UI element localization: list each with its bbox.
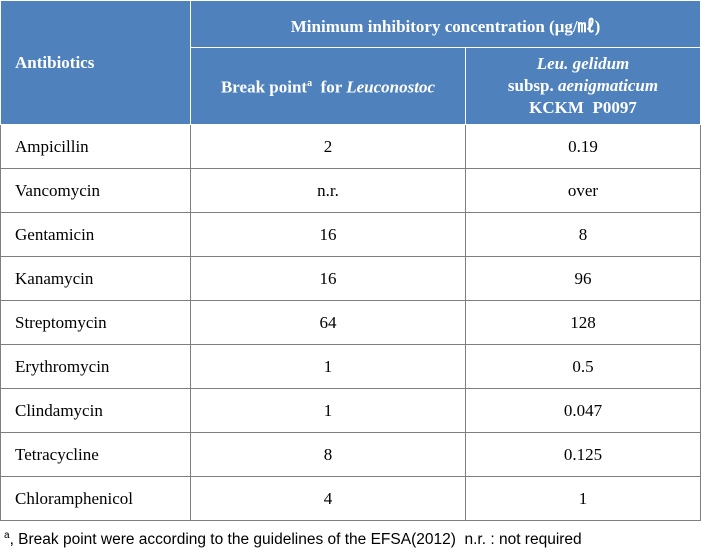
footnote-text: , Break point were according to the guid… xyxy=(9,531,582,549)
table-row: Chloramphenicol 4 1 xyxy=(0,476,701,521)
header-strain: Leu. gelidum subsp. aenigmaticum KCKM P009… xyxy=(465,47,701,125)
footnote: a, Break point were according to the gui… xyxy=(4,530,582,549)
bp-for: for xyxy=(320,77,342,97)
mic-value: 0.19 xyxy=(465,124,701,169)
break-point-value: 8 xyxy=(190,432,466,477)
mic-value: 0.5 xyxy=(465,344,701,389)
mic-value: 0.047 xyxy=(465,388,701,433)
antibiotic-name: Erythromycin xyxy=(0,344,191,389)
break-point-value: 16 xyxy=(190,256,466,301)
break-point-value: 16 xyxy=(190,212,466,257)
strain-species: Leu. gelidum xyxy=(536,54,630,73)
table-row: Gentamicin 16 8 xyxy=(0,212,701,257)
mic-value: 8 xyxy=(465,212,701,257)
bp-genus: Leuconostoc xyxy=(346,77,436,97)
antibiotic-name: Chloramphenicol xyxy=(0,476,191,521)
table-row: Clindamycin 1 0.047 xyxy=(0,388,701,433)
mic-value: 96 xyxy=(465,256,701,301)
footnote-sup: a xyxy=(4,530,10,541)
mic-table: Antibiotics Minimum inhibitory concentra… xyxy=(0,0,701,521)
antibiotic-name: Gentamicin xyxy=(0,212,191,257)
break-point-value: 1 xyxy=(190,388,466,433)
break-point-value: 1 xyxy=(190,344,466,389)
mic-value: over xyxy=(465,168,701,213)
bp-text: Break point xyxy=(220,77,308,97)
break-point-value: 2 xyxy=(190,124,466,169)
break-point-value: 64 xyxy=(190,300,466,345)
table-row: Ampicillin 2 0.19 xyxy=(0,124,701,169)
strain-subsp: subsp. xyxy=(507,76,554,95)
bp-sup: a xyxy=(307,78,313,90)
header-antibiotics: Antibiotics xyxy=(0,0,191,125)
mic-value: 128 xyxy=(465,300,701,345)
header-break-point: Break pointa for Leuconostoc xyxy=(190,47,466,125)
antibiotic-name: Streptomycin xyxy=(0,300,191,345)
mic-value: 0.125 xyxy=(465,432,701,477)
mic-value: 1 xyxy=(465,476,701,521)
table-row: Tetracycline 8 0.125 xyxy=(0,432,701,477)
break-point-value: 4 xyxy=(190,476,466,521)
antibiotic-name: Ampicillin xyxy=(0,124,191,169)
antibiotic-name: Tetracycline xyxy=(0,432,191,477)
table-row: Kanamycin 16 96 xyxy=(0,256,701,301)
strain-id: KCKM P0097 xyxy=(529,98,637,117)
antibiotic-name: Clindamycin xyxy=(0,388,191,433)
antibiotic-name: Vancomycin xyxy=(0,168,191,213)
table-row: Erythromycin 1 0.5 xyxy=(0,344,701,389)
header-group: Minimum inhibitory concentration (μg/㎖) xyxy=(190,0,701,48)
table-body: Ampicillin 2 0.19 Vancomycin n.r. over Gentami… xyxy=(0,124,701,521)
strain-subspecies: aenigmaticum xyxy=(557,76,659,95)
table-row: Streptomycin 64 128 xyxy=(0,300,701,345)
antibiotic-name: Kanamycin xyxy=(0,256,191,301)
break-point-value: n.r. xyxy=(190,168,466,213)
table-row: Vancomycin n.r. over xyxy=(0,168,701,213)
